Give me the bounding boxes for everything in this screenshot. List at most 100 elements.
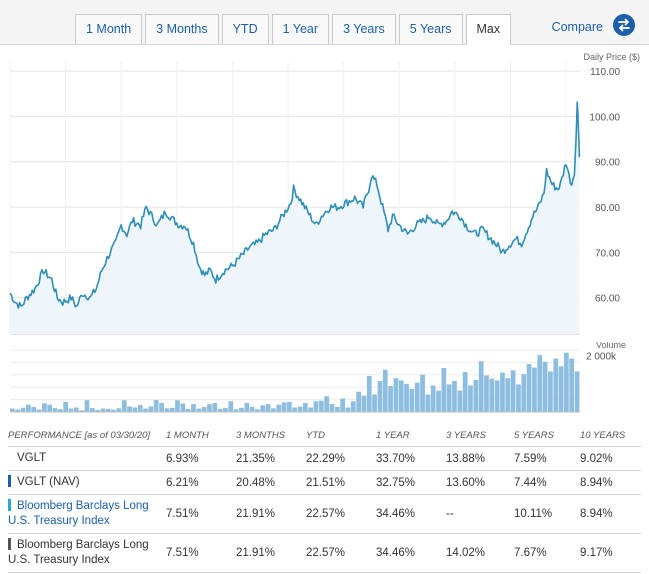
table-cell: 8.94%	[580, 494, 641, 534]
x-tick-label: `10	[11, 339, 26, 340]
volume-bar	[345, 407, 351, 412]
x-tick-label: `12	[122, 339, 137, 340]
y-tick-label: 60.00	[595, 294, 620, 305]
volume-bar	[537, 355, 543, 412]
header-1-year: 1 YEAR	[376, 424, 446, 447]
x-tick-label: `20	[567, 339, 582, 340]
table-cell: 13.88%	[446, 446, 514, 471]
volume-bar	[441, 368, 447, 412]
volume-bar	[159, 403, 164, 412]
price-chart: 110.00 100.00 90.00 80.00 70.00 60.00 Daily Pr…	[9, 52, 640, 340]
volume-bar	[73, 407, 79, 412]
volume-bar	[89, 408, 95, 412]
index-name-link[interactable]: Bloomberg Barclays Long U.S. Treasury In…	[8, 500, 149, 527]
volume-bar	[526, 364, 532, 412]
volume-bar	[164, 408, 170, 412]
x-tick-label: `17	[400, 339, 415, 340]
table-cell: 32.75%	[376, 470, 446, 495]
table-cell: 6.93%	[166, 446, 236, 471]
performance-header-name: PERFORMANCE [as of 03/30/20]	[8, 424, 166, 447]
performance-table: PERFORMANCE [as of 03/30/20] 1 MONTH 3 M…	[8, 424, 641, 573]
volume-bar	[340, 398, 346, 412]
volume-bar	[84, 400, 90, 412]
volume-bar	[404, 383, 409, 412]
legend-swatch	[8, 499, 11, 511]
row-name: Bloomberg Barclays Long U.S. Treasury In…	[8, 494, 166, 534]
volume-bar	[15, 409, 21, 412]
volume-bar	[542, 361, 548, 412]
table-cell: 7.51%	[166, 533, 236, 573]
table-cell: 33.70%	[376, 446, 446, 471]
volume-bar	[382, 369, 388, 412]
table-cell: 9.02%	[580, 446, 641, 471]
volume-bar	[398, 380, 404, 412]
tab-5-years[interactable]: 5 Years	[398, 14, 463, 44]
tab-1-year[interactable]: 1 Year	[271, 14, 330, 44]
volume-bar	[553, 358, 559, 412]
tab-3-years[interactable]: 3 Years	[332, 14, 396, 44]
compare-link[interactable]: Compare	[551, 20, 603, 34]
volume-bar	[121, 400, 127, 412]
volume-bar	[180, 403, 186, 412]
volume-bar	[132, 407, 138, 412]
table-row: VGLT (NAV) 6.21% 20.48% 21.51% 32.75% 13…	[8, 470, 641, 495]
volume-bar	[516, 384, 521, 412]
legend-swatch	[8, 475, 11, 487]
volume-bar	[127, 406, 132, 412]
table-cell: 34.46%	[376, 494, 446, 534]
volume-bar	[308, 407, 314, 412]
y-tick-label: 100.00	[589, 112, 620, 123]
volume-bar	[212, 403, 218, 412]
table-cell: 14.02%	[446, 533, 514, 573]
table-cell: 22.57%	[306, 533, 376, 573]
volume-bar	[63, 401, 69, 412]
volume-bar	[36, 409, 42, 412]
volume-bar	[100, 408, 106, 412]
table-cell: 7.44%	[514, 470, 580, 495]
volume-bar	[319, 400, 324, 412]
table-cell: 9.17%	[580, 533, 641, 573]
volume-bar	[249, 406, 255, 412]
volume-bar	[201, 406, 207, 412]
volume-bar	[356, 391, 362, 412]
volume-bar	[191, 404, 196, 412]
table-cell: 21.91%	[236, 494, 306, 534]
volume-bar	[484, 375, 489, 412]
volume-bar	[500, 372, 505, 412]
volume-bar	[111, 409, 116, 412]
volume-bar	[366, 375, 372, 412]
table-row: Bloomberg Barclays Long U.S. Treasury In…	[8, 533, 641, 573]
y-tick-label: 90.00	[595, 158, 620, 169]
table-cell: 13.60%	[446, 470, 514, 495]
table-cell: 34.46%	[376, 533, 446, 573]
table-cell: 22.29%	[306, 446, 376, 471]
volume-bar	[393, 378, 399, 412]
tab-1-month[interactable]: 1 Month	[75, 14, 143, 44]
volume-bar	[564, 352, 569, 412]
volume-bar	[196, 408, 202, 412]
tab-3-months[interactable]: 3 Months	[145, 14, 219, 44]
tab-max[interactable]: Max	[465, 14, 512, 45]
volume-bar	[489, 378, 495, 412]
volume-bar	[292, 407, 298, 412]
x-tick-label: `13	[178, 339, 193, 340]
swap-arrows-icon[interactable]	[613, 14, 635, 36]
volume-bar	[169, 407, 175, 412]
x-tick-label: `11	[67, 339, 81, 340]
table-row: Bloomberg Barclays Long U.S. Treasury In…	[8, 494, 641, 534]
volume-bar	[265, 404, 271, 412]
volume-bar	[153, 399, 159, 412]
table-cell: 22.57%	[306, 494, 376, 534]
volume-bar	[350, 401, 356, 412]
y-tick-label: 80.00	[595, 203, 620, 214]
header-3-months: 3 MONTHS	[236, 424, 306, 447]
x-tick-label: `15	[289, 339, 304, 340]
volume-bar	[303, 403, 308, 412]
volume-bar	[52, 408, 58, 412]
tab-ytd[interactable]: YTD	[221, 14, 269, 44]
volume-bar	[281, 402, 287, 412]
volume-bar	[569, 358, 575, 412]
timeframe-tabs: 1 Month 3 Months YTD 1 Year 3 Years 5 Ye…	[75, 14, 512, 45]
volume-bar	[409, 388, 415, 412]
timeframe-tab-bar: 1 Month 3 Months YTD 1 Year 3 Years 5 Ye…	[0, 0, 649, 45]
